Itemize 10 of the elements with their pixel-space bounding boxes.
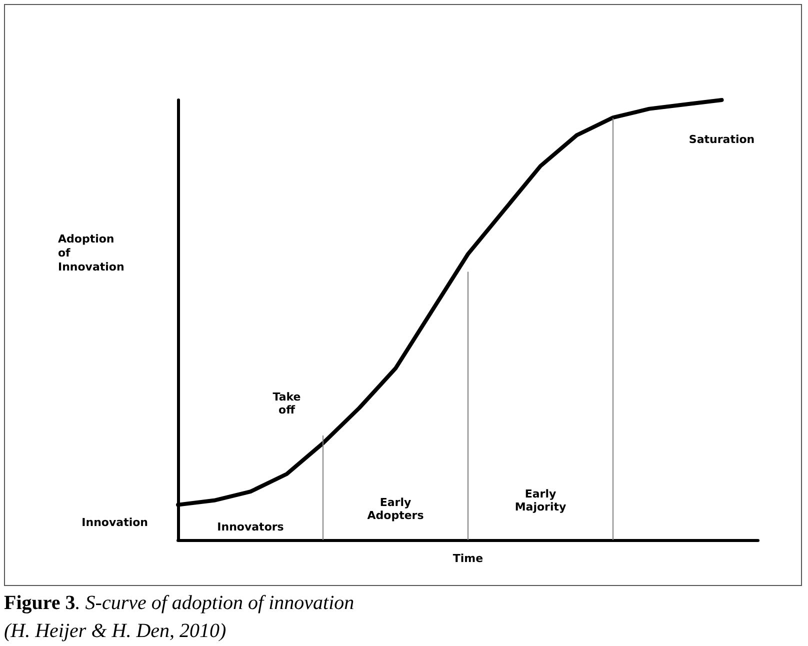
- text: (H. Heijer & H. Den, 2010): [4, 620, 226, 643]
- annotation: Early Majority: [514, 487, 566, 514]
- annotation: Take off: [272, 390, 301, 417]
- text: Innovation: [82, 516, 148, 529]
- x-axis-title: Time: [452, 552, 484, 565]
- text: Adoption of Innovation: [58, 232, 124, 274]
- annotation: Early Adopters: [367, 496, 424, 522]
- annotation: Saturation: [688, 133, 755, 146]
- caption: Figure 3. S-curve of adoption of innovation: [4, 592, 354, 615]
- annotation: Innovators: [217, 520, 284, 534]
